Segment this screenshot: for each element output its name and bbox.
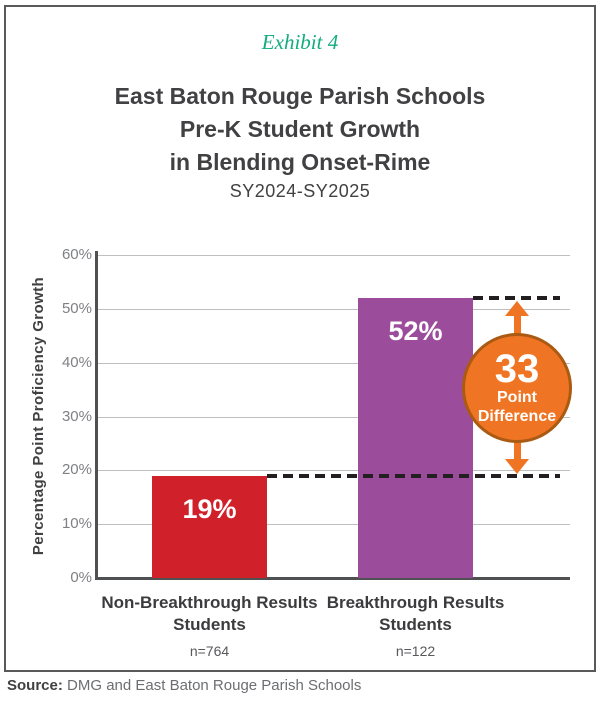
y-tick-label-40%: 40% xyxy=(61,354,92,371)
x-axis-line xyxy=(95,577,570,580)
category-label-line-1: Breakthrough Results xyxy=(326,593,505,612)
gridline-50% xyxy=(98,309,570,310)
y-tick-label-30%: 30% xyxy=(61,408,92,425)
bar-category-label-non-breakthrough: Non-Breakthrough Results Students n=764 xyxy=(80,592,340,662)
point-difference-word-1: Point xyxy=(497,389,537,406)
y-tick-label-20%: 20% xyxy=(61,461,92,478)
exhibit-label: Exhibit 4 xyxy=(261,30,339,54)
chart-subtitle: SY2024-SY2025 xyxy=(229,181,371,201)
difference-arrow-down-icon xyxy=(505,459,529,474)
chart-title-line-1: East Baton Rouge Parish Schools xyxy=(114,83,486,109)
gridline-60% xyxy=(98,255,570,256)
chart-title-line-2: Pre-K Student Growth xyxy=(179,116,421,142)
source-line: Source: DMG and East Baton Rouge Parish … xyxy=(7,677,361,694)
gridline-40% xyxy=(98,363,570,364)
source-text: DMG and East Baton Rouge Parish Schools xyxy=(62,677,362,694)
category-label-line-1: Non-Breakthrough Results xyxy=(101,593,318,612)
chart-title-line-3: in Blending Onset-Rime xyxy=(169,149,431,175)
bar-breakthrough xyxy=(358,298,473,578)
y-tick-label-60%: 60% xyxy=(61,246,92,263)
bar-value-label-non-breakthrough: 19% xyxy=(182,494,237,524)
bar-category-label-breakthrough: Breakthrough Results Students n=122 xyxy=(286,592,546,662)
chart-title: East Baton Rouge Parish Schools Pre-K St… xyxy=(0,80,600,179)
category-label-line-2: Students xyxy=(379,615,452,634)
y-tick-label-50%: 50% xyxy=(61,300,92,317)
bar-non-breakthrough xyxy=(152,476,267,578)
point-difference-number: 33 xyxy=(494,347,540,391)
source-label: Source: xyxy=(7,677,63,694)
category-n-count: n=122 xyxy=(395,643,436,659)
dashed-reference-line-19pct xyxy=(267,474,560,478)
y-tick-label-0%: 0% xyxy=(70,569,92,586)
dashed-reference-line-52pct xyxy=(473,296,560,300)
difference-arrow-up-icon xyxy=(505,301,529,316)
gridline-30% xyxy=(98,417,570,418)
bar-value-label-breakthrough: 52% xyxy=(388,316,443,346)
gridline-10% xyxy=(98,524,570,525)
y-tick-label-10%: 10% xyxy=(61,515,92,532)
category-n-count: n=764 xyxy=(189,643,230,659)
point-difference-word-2: Difference xyxy=(477,408,557,425)
y-axis-line xyxy=(95,251,98,580)
category-label-line-2: Students xyxy=(173,615,246,634)
gridline-20% xyxy=(98,470,570,471)
point-difference-badge: 33 Point Difference xyxy=(462,333,572,443)
